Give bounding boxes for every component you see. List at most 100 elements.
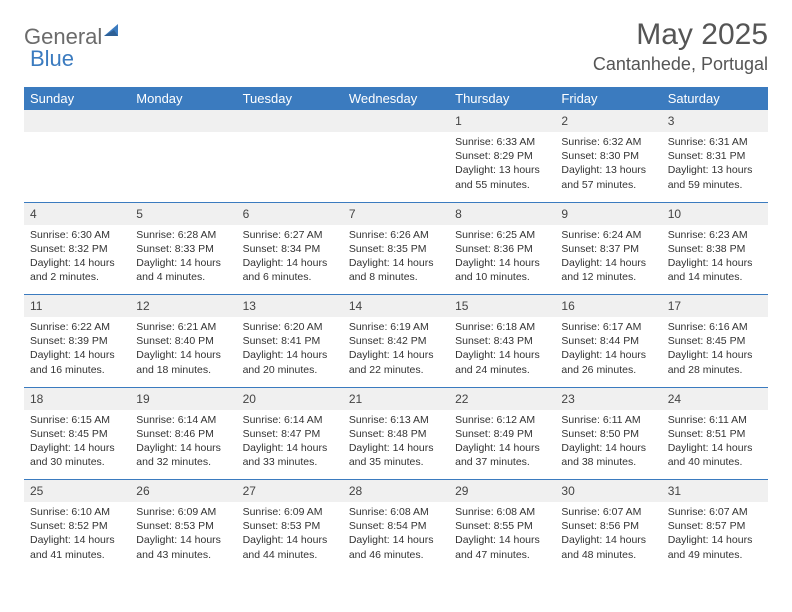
sunrise-text: Sunrise: 6:15 AM xyxy=(30,413,124,427)
day-content: Sunrise: 6:14 AMSunset: 8:46 PMDaylight:… xyxy=(130,410,236,476)
day-cell: Sunrise: 6:14 AMSunset: 8:47 PMDaylight:… xyxy=(237,410,343,480)
day-number: 12 xyxy=(136,299,149,313)
daylight-text: Daylight: 14 hours and 10 minutes. xyxy=(455,256,549,284)
day-cell: Sunrise: 6:11 AMSunset: 8:50 PMDaylight:… xyxy=(555,410,661,480)
weekday-header: Saturday xyxy=(662,87,768,110)
sunset-text: Sunset: 8:35 PM xyxy=(349,242,443,256)
daylight-text: Daylight: 14 hours and 47 minutes. xyxy=(455,533,549,561)
daynum-cell: 5 xyxy=(130,202,236,225)
daynum-cell: 17 xyxy=(662,295,768,318)
day-content: Sunrise: 6:31 AMSunset: 8:31 PMDaylight:… xyxy=(662,132,768,198)
sunset-text: Sunset: 8:33 PM xyxy=(136,242,230,256)
sunrise-text: Sunrise: 6:27 AM xyxy=(243,228,337,242)
day-cell: Sunrise: 6:22 AMSunset: 8:39 PMDaylight:… xyxy=(24,317,130,387)
sunset-text: Sunset: 8:57 PM xyxy=(668,519,762,533)
sunset-text: Sunset: 8:29 PM xyxy=(455,149,549,163)
sunrise-text: Sunrise: 6:11 AM xyxy=(561,413,655,427)
day-cell: Sunrise: 6:18 AMSunset: 8:43 PMDaylight:… xyxy=(449,317,555,387)
daynum-cell: 18 xyxy=(24,387,130,410)
day-content: Sunrise: 6:11 AMSunset: 8:51 PMDaylight:… xyxy=(662,410,768,476)
day-content: Sunrise: 6:16 AMSunset: 8:45 PMDaylight:… xyxy=(662,317,768,383)
day-content: Sunrise: 6:27 AMSunset: 8:34 PMDaylight:… xyxy=(237,225,343,291)
sunset-text: Sunset: 8:54 PM xyxy=(349,519,443,533)
daylight-text: Daylight: 14 hours and 35 minutes. xyxy=(349,441,443,469)
content-row: Sunrise: 6:33 AMSunset: 8:29 PMDaylight:… xyxy=(24,132,768,202)
day-cell: Sunrise: 6:17 AMSunset: 8:44 PMDaylight:… xyxy=(555,317,661,387)
sunrise-text: Sunrise: 6:13 AM xyxy=(349,413,443,427)
day-content: Sunrise: 6:19 AMSunset: 8:42 PMDaylight:… xyxy=(343,317,449,383)
daynum-row: 123 xyxy=(24,110,768,132)
sunset-text: Sunset: 8:43 PM xyxy=(455,334,549,348)
day-cell: Sunrise: 6:32 AMSunset: 8:30 PMDaylight:… xyxy=(555,132,661,202)
sunset-text: Sunset: 8:40 PM xyxy=(136,334,230,348)
day-content: Sunrise: 6:26 AMSunset: 8:35 PMDaylight:… xyxy=(343,225,449,291)
day-cell: Sunrise: 6:08 AMSunset: 8:55 PMDaylight:… xyxy=(449,502,555,572)
daynum-cell: 28 xyxy=(343,480,449,503)
sunrise-text: Sunrise: 6:26 AM xyxy=(349,228,443,242)
sunset-text: Sunset: 8:49 PM xyxy=(455,427,549,441)
day-cell: Sunrise: 6:08 AMSunset: 8:54 PMDaylight:… xyxy=(343,502,449,572)
sunset-text: Sunset: 8:37 PM xyxy=(561,242,655,256)
sunrise-text: Sunrise: 6:19 AM xyxy=(349,320,443,334)
day-number: 19 xyxy=(136,392,149,406)
day-number: 2 xyxy=(561,114,568,128)
day-content: Sunrise: 6:32 AMSunset: 8:30 PMDaylight:… xyxy=(555,132,661,198)
sunrise-text: Sunrise: 6:24 AM xyxy=(561,228,655,242)
day-content: Sunrise: 6:10 AMSunset: 8:52 PMDaylight:… xyxy=(24,502,130,568)
daylight-text: Daylight: 14 hours and 18 minutes. xyxy=(136,348,230,376)
day-content: Sunrise: 6:14 AMSunset: 8:47 PMDaylight:… xyxy=(237,410,343,476)
sunrise-text: Sunrise: 6:09 AM xyxy=(136,505,230,519)
daylight-text: Daylight: 14 hours and 43 minutes. xyxy=(136,533,230,561)
day-number: 5 xyxy=(136,207,143,221)
content-row: Sunrise: 6:10 AMSunset: 8:52 PMDaylight:… xyxy=(24,502,768,572)
sunset-text: Sunset: 8:47 PM xyxy=(243,427,337,441)
daynum-cell: 30 xyxy=(555,480,661,503)
day-number: 6 xyxy=(243,207,250,221)
daynum-row: 25262728293031 xyxy=(24,480,768,503)
daylight-text: Daylight: 14 hours and 33 minutes. xyxy=(243,441,337,469)
day-cell: Sunrise: 6:14 AMSunset: 8:46 PMDaylight:… xyxy=(130,410,236,480)
daynum-cell: 13 xyxy=(237,295,343,318)
calendar-body: 123Sunrise: 6:33 AMSunset: 8:29 PMDaylig… xyxy=(24,110,768,572)
day-cell: Sunrise: 6:10 AMSunset: 8:52 PMDaylight:… xyxy=(24,502,130,572)
daynum-cell: 29 xyxy=(449,480,555,503)
day-content: Sunrise: 6:08 AMSunset: 8:55 PMDaylight:… xyxy=(449,502,555,568)
daylight-text: Daylight: 14 hours and 22 minutes. xyxy=(349,348,443,376)
day-number: 21 xyxy=(349,392,362,406)
sunset-text: Sunset: 8:36 PM xyxy=(455,242,549,256)
sunrise-text: Sunrise: 6:21 AM xyxy=(136,320,230,334)
daylight-text: Daylight: 13 hours and 55 minutes. xyxy=(455,163,549,191)
day-number: 4 xyxy=(30,207,37,221)
day-cell xyxy=(24,132,130,202)
sunset-text: Sunset: 8:55 PM xyxy=(455,519,549,533)
day-content: Sunrise: 6:07 AMSunset: 8:56 PMDaylight:… xyxy=(555,502,661,568)
daynum-cell: 2 xyxy=(555,110,661,132)
daynum-cell xyxy=(343,110,449,132)
day-content: Sunrise: 6:21 AMSunset: 8:40 PMDaylight:… xyxy=(130,317,236,383)
daynum-row: 11121314151617 xyxy=(24,295,768,318)
daylight-text: Daylight: 14 hours and 6 minutes. xyxy=(243,256,337,284)
day-number: 15 xyxy=(455,299,468,313)
daylight-text: Daylight: 14 hours and 8 minutes. xyxy=(349,256,443,284)
sunset-text: Sunset: 8:34 PM xyxy=(243,242,337,256)
daynum-cell: 15 xyxy=(449,295,555,318)
day-cell xyxy=(237,132,343,202)
day-content: Sunrise: 6:18 AMSunset: 8:43 PMDaylight:… xyxy=(449,317,555,383)
day-number: 1 xyxy=(455,114,462,128)
weekday-header: Monday xyxy=(130,87,236,110)
sunset-text: Sunset: 8:41 PM xyxy=(243,334,337,348)
day-cell: Sunrise: 6:16 AMSunset: 8:45 PMDaylight:… xyxy=(662,317,768,387)
day-number: 16 xyxy=(561,299,574,313)
day-cell: Sunrise: 6:15 AMSunset: 8:45 PMDaylight:… xyxy=(24,410,130,480)
sunrise-text: Sunrise: 6:18 AM xyxy=(455,320,549,334)
sunrise-text: Sunrise: 6:20 AM xyxy=(243,320,337,334)
sunrise-text: Sunrise: 6:30 AM xyxy=(30,228,124,242)
day-cell: Sunrise: 6:28 AMSunset: 8:33 PMDaylight:… xyxy=(130,225,236,295)
day-content: Sunrise: 6:33 AMSunset: 8:29 PMDaylight:… xyxy=(449,132,555,198)
day-number: 13 xyxy=(243,299,256,313)
daynum-cell: 11 xyxy=(24,295,130,318)
daylight-text: Daylight: 14 hours and 30 minutes. xyxy=(30,441,124,469)
daylight-text: Daylight: 14 hours and 24 minutes. xyxy=(455,348,549,376)
sunrise-text: Sunrise: 6:14 AM xyxy=(136,413,230,427)
sunrise-text: Sunrise: 6:14 AM xyxy=(243,413,337,427)
